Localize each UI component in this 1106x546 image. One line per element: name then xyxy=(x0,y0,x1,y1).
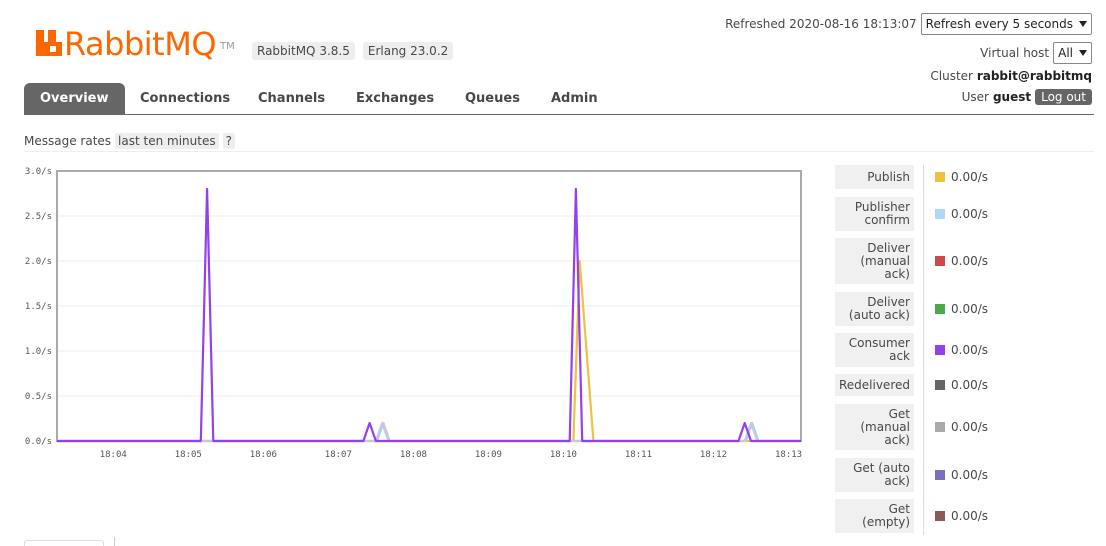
section-divider xyxy=(24,151,1094,152)
legend-swatch xyxy=(935,422,945,432)
legend-item-publish: Publish 0.00/s xyxy=(835,165,988,189)
user-info: User guest Log out xyxy=(962,89,1092,105)
x-tick-label: 18:04 xyxy=(100,450,127,460)
message-rates-label: Message rates xyxy=(24,134,112,148)
tab-connections[interactable]: Connections xyxy=(140,91,231,106)
x-tick-label: 18:05 xyxy=(175,450,202,460)
y-tick-label: 2.0/s xyxy=(25,257,52,267)
collapsed-section-tab[interactable] xyxy=(24,540,104,546)
refresh-interval-value: Refresh every 5 seconds xyxy=(925,17,1073,31)
erlang-version-badge: Erlang 23.0.2 xyxy=(362,42,454,60)
tab-admin[interactable]: Admin xyxy=(551,91,598,106)
rabbitmq-logo-icon xyxy=(36,30,62,56)
x-tick-label: 18:10 xyxy=(550,450,577,460)
legend-label: Get (empty) xyxy=(835,499,914,533)
legend-value: 0.00/s xyxy=(951,343,989,357)
legend-swatch xyxy=(935,345,945,355)
logout-button[interactable]: Log out xyxy=(1035,89,1092,105)
legend-value: 0.00/s xyxy=(951,509,989,523)
x-tick-label: 18:11 xyxy=(625,450,652,460)
legend-item-consumer-ack: Consumer ack 0.00/s xyxy=(835,333,988,367)
legend-label: Deliver (auto ack) xyxy=(835,292,914,326)
legend-swatch xyxy=(935,256,945,266)
user-name: guest xyxy=(992,90,1032,104)
legend-swatch xyxy=(935,304,945,314)
x-tick-label: 18:09 xyxy=(475,450,502,460)
refresh-interval-select[interactable]: Refresh every 5 seconds xyxy=(920,13,1092,35)
message-rates-header: Message rates last ten minutes ? xyxy=(24,133,235,149)
refreshed-timestamp: Refreshed 2020-08-16 18:13:07 xyxy=(725,17,917,31)
legend-value: 0.00/s xyxy=(951,170,989,184)
legend-swatch xyxy=(935,172,945,182)
logo-trademark: TM xyxy=(220,41,235,52)
legend-item-redelivered: Redelivered 0.00/s xyxy=(835,374,988,396)
series-line-get-manual-ack- xyxy=(57,421,801,443)
legend-label: Get (auto ack) xyxy=(835,458,914,492)
vhost-label: Virtual host xyxy=(980,46,1050,60)
legend-value: 0.00/s xyxy=(951,420,989,434)
y-tick-label: 1.0/s xyxy=(25,347,52,357)
legend-swatch xyxy=(935,380,945,390)
legend-label: Publish xyxy=(835,165,914,189)
message-rates-chart: 0.0/s 0.5/s 1.0/s 1.5/s 2.0/s 2.5/s 3.0/s 18:04… xyxy=(25,167,802,460)
y-tick-label: 3.0/s xyxy=(25,167,52,177)
legend-label: Deliver (manual ack) xyxy=(835,238,914,284)
user-label: User xyxy=(961,90,989,104)
refresh-bar: Refreshed 2020-08-16 18:13:07 Refresh ev… xyxy=(725,13,1092,35)
legend-value: 0.00/s xyxy=(951,302,989,316)
legend-label: Consumer ack xyxy=(835,333,914,367)
legend-value: 0.00/s xyxy=(951,468,989,482)
rabbitmq-logo[interactable]: RabbitMQ TM xyxy=(36,22,235,62)
legend-item-get-empty: Get (empty) 0.00/s xyxy=(835,499,988,533)
cluster-info: Cluster rabbit@rabbitmq xyxy=(930,69,1092,83)
main-nav: Overview Connections Channels Exchanges … xyxy=(24,83,1094,115)
chevron-down-icon xyxy=(1079,21,1087,27)
legend-swatch xyxy=(935,470,945,480)
rates-range-selector[interactable]: last ten minutes xyxy=(115,133,219,149)
legend-item-get-manual-ack: Get (manual ack) 0.00/s xyxy=(835,404,988,450)
legend-item-get-auto-ack: Get (auto ack) 0.00/s xyxy=(835,458,988,492)
y-tick-label: 0.0/s xyxy=(25,437,52,447)
vhost-value: All xyxy=(1058,46,1073,60)
legend-item-deliver-auto-ack: Deliver (auto ack) 0.00/s xyxy=(835,292,988,326)
legend-label: Redelivered xyxy=(835,374,914,396)
legend-swatch xyxy=(935,209,945,219)
vhost-select[interactable]: All xyxy=(1053,42,1092,64)
series-line-consumer-ack xyxy=(57,187,801,443)
y-tick-label: 0.5/s xyxy=(25,392,52,402)
y-tick-label: 1.5/s xyxy=(25,302,52,312)
x-tick-label: 18:13 xyxy=(775,450,802,460)
legend-item-publisher-confirm: Publisher confirm 0.00/s xyxy=(835,197,988,231)
y-tick-label: 2.5/s xyxy=(25,212,52,222)
legend-item-deliver-manual-ack: Deliver (manual ack) 0.00/s xyxy=(835,238,988,284)
tab-channels[interactable]: Channels xyxy=(258,91,326,106)
tab-exchanges[interactable]: Exchanges xyxy=(356,91,435,106)
vhost-bar: Virtual host All xyxy=(980,42,1092,64)
logo-text: RabbitMQ xyxy=(64,25,217,63)
legend-swatch xyxy=(935,511,945,521)
legend-divider xyxy=(923,165,924,535)
legend-value: 0.00/s xyxy=(951,254,989,268)
rabbitmq-version-badge: RabbitMQ 3.8.5 xyxy=(252,42,355,60)
series-line-publisher-confirm xyxy=(57,421,801,443)
x-tick-label: 18:07 xyxy=(325,450,352,460)
legend-label: Get (manual ack) xyxy=(835,404,914,450)
legend-label: Publisher confirm xyxy=(835,197,914,231)
divider xyxy=(114,537,115,546)
legend-value: 0.00/s xyxy=(951,207,989,221)
tab-overview[interactable]: Overview xyxy=(24,83,125,114)
tab-queues[interactable]: Queues xyxy=(465,91,520,106)
x-tick-label: 18:12 xyxy=(700,450,727,460)
cluster-name: rabbit@rabbitmq xyxy=(976,69,1092,83)
x-tick-label: 18:06 xyxy=(250,450,277,460)
x-tick-label: 18:08 xyxy=(400,450,427,460)
cluster-label: Cluster xyxy=(930,69,973,83)
version-badges: RabbitMQ 3.8.5 Erlang 23.0.2 xyxy=(252,42,454,60)
rates-help-button[interactable]: ? xyxy=(222,133,235,149)
legend-value: 0.00/s xyxy=(951,378,989,392)
chevron-down-icon xyxy=(1079,50,1087,56)
